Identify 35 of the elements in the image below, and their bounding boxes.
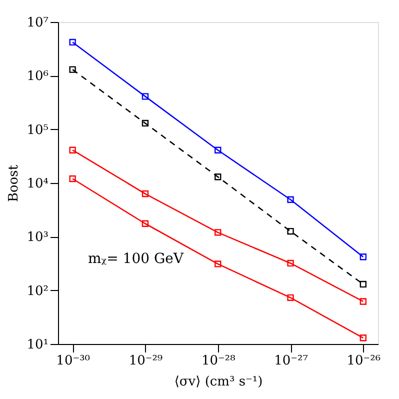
y-tick-label: 10⁵ — [26, 122, 48, 138]
y-tick-label: 10¹ — [26, 338, 48, 352]
point — [287, 260, 294, 267]
point — [360, 254, 367, 260]
point — [214, 229, 222, 236]
y-axis-title: Boost — [6, 164, 22, 202]
point — [360, 298, 367, 305]
y-tick-label: 10⁴ — [26, 176, 48, 192]
x-axis-title: ⟨σv⟩ (cm³ s⁻¹) — [174, 374, 263, 390]
point — [360, 334, 367, 342]
point — [142, 190, 149, 198]
point — [69, 175, 76, 182]
point — [214, 146, 222, 154]
x-tick-label: 10⁻³⁰ — [56, 354, 90, 368]
y-tick-label: 10⁷ — [26, 16, 48, 30]
y-tick-label: 10³ — [26, 230, 48, 246]
point — [69, 66, 76, 73]
x-tick-label: 10⁻²⁹ — [128, 354, 163, 368]
point — [214, 260, 222, 268]
point — [69, 38, 76, 46]
point — [360, 280, 367, 288]
x-tick-label: 10⁻²⁶ — [346, 354, 381, 368]
point — [142, 93, 149, 100]
point — [214, 174, 222, 180]
x-tick-label: 10⁻²⁸ — [201, 354, 236, 368]
annotation: mᵪ= 100 GeV — [88, 251, 184, 267]
y-tick-label: 10⁶ — [26, 69, 48, 84]
point — [287, 196, 294, 203]
point — [69, 146, 76, 154]
point — [142, 220, 149, 227]
x-tick-label: 10⁻²⁷ — [274, 354, 308, 368]
point — [142, 120, 149, 127]
y-tick-label: 10² — [26, 284, 48, 299]
point — [287, 294, 294, 302]
point — [287, 228, 294, 235]
